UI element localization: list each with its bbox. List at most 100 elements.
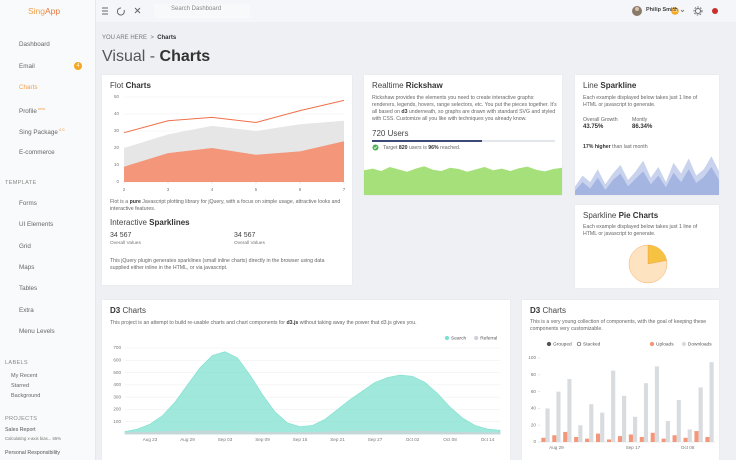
legend-marker[interactable] [444,335,450,341]
bar [541,437,546,442]
user-name: Philip Smith [646,7,678,13]
bar [556,391,561,442]
area [575,167,719,195]
bar [567,379,572,442]
bar [683,437,688,442]
label-item[interactable]: Starred [11,382,30,389]
page-title-light: Visual - [102,48,160,65]
target-icon [372,144,379,151]
nav-item[interactable]: Maps [19,263,35,271]
sparklines-title-bold: Sparklines [149,218,190,227]
nav-item[interactable]: Forms [19,200,37,207]
nav-item[interactable]: Profilenew [19,106,45,115]
bar [687,429,692,442]
bar [628,434,633,442]
bar [705,436,710,442]
x-tick-label: 6 [299,187,302,192]
panel-title-bold: Pie Charts [618,211,659,220]
y-tick-label: 10 [114,162,120,167]
bar [611,370,616,442]
refresh-icon[interactable] [116,7,125,16]
y-tick-label: 20 [531,422,537,427]
project-note: Calculating x-axis bias... 65% [5,436,62,441]
panel-title-light: Sparkline [583,211,619,220]
nav-item[interactable]: Grid [19,242,31,250]
text-segment: Flot is a [110,199,130,205]
legend-marker[interactable] [474,335,479,341]
y-tick-label: 60 [531,389,537,394]
label-item[interactable]: Background [11,392,41,399]
y-tick-label: 20 [114,145,120,150]
line-sparkline-note: 17% higher than last month [583,144,713,151]
sparklines-title: Interactive Sparklines [110,218,190,227]
close-icon[interactable] [134,7,141,14]
bar [676,400,681,442]
bar [661,438,666,442]
nav-item[interactable]: Tables [19,285,38,293]
bar [672,435,677,442]
pie-description: Each example displayed below takes just … [583,224,698,237]
panel-title-light: Charts [122,306,147,315]
section-heading: PROJECTS [5,416,38,422]
bar [709,362,714,442]
nav-item[interactable]: Sing Package4.0 [19,127,64,136]
text-segment: Rickshaw provides the elements you need … [372,95,557,115]
bar [574,436,579,442]
text-segment: pure [129,199,141,205]
pie-chart [628,244,668,284]
x-tick-label: Oct 08 [443,437,457,442]
brand[interactable]: SingApp [28,6,60,16]
mode-radio[interactable] [576,341,582,347]
legend-marker[interactable] [649,341,655,347]
pie-panel: Each example displayed below takes just … [575,205,719,288]
search-field[interactable] [154,4,250,18]
bar [596,433,601,442]
nav-item[interactable]: Extra [19,306,34,314]
breadcrumb-current[interactable]: Charts [157,35,177,41]
area [364,166,562,195]
x-tick-label: Sep 27 [368,437,383,442]
menu-icon[interactable] [102,7,108,15]
page-title-bold: Charts [159,48,211,65]
chat-icon[interactable] [712,8,718,14]
d3-area-description: This project is an attempt to build re-u… [110,320,500,327]
nav-tag: 4.0 [58,127,65,133]
progress-track [372,140,555,142]
rickshaw-chart [364,166,562,195]
panel-title: D3 Charts [530,306,566,315]
bar [650,432,655,442]
nav-item[interactable]: E-commerce [19,149,55,156]
nav-item[interactable]: UI Elements [19,221,54,229]
sparkline-value: 34 567 [110,232,132,239]
nav-item[interactable]: Dashboard [19,41,50,48]
nav-label: Dashboard [19,41,50,48]
line-sparkline-chart [575,156,719,195]
nav-label: Profile [19,107,37,115]
nav-item[interactable]: Menu Levels [19,327,55,335]
settings-icon[interactable] [695,8,701,14]
progress-fill [372,140,482,142]
bar [589,404,594,442]
bar [694,431,699,442]
panel-title-bold: Charts [125,81,151,90]
bar [563,431,568,442]
panel-title: Realtime Rickshaw [372,81,443,90]
x-tick-label: Oct 14 [481,437,495,442]
panel-title-bold: D3 [530,306,543,315]
panel-title-bold: Rickshaw [405,81,443,90]
mode-radio[interactable] [546,341,552,347]
label-item[interactable]: My Recent [11,372,38,379]
stat-value: 43.75% [583,124,604,130]
x-tick-label: 4 [211,187,214,192]
legend-label: Search [451,335,467,341]
notification-badge[interactable] [671,7,679,15]
legend-label: Downloads [688,341,712,347]
breadcrumb-prefix: YOU ARE HERE [102,35,148,41]
text-segment: 17% higher [583,144,611,150]
legend-marker[interactable] [681,341,687,347]
flot-chart: 0 10 20 30 40 50 2 3 4 5 6 7 [114,94,346,192]
x-tick-label: Sep 15 [293,437,308,442]
nav-item[interactable]: Email [19,63,35,70]
nav-item[interactable]: Charts [19,84,38,91]
